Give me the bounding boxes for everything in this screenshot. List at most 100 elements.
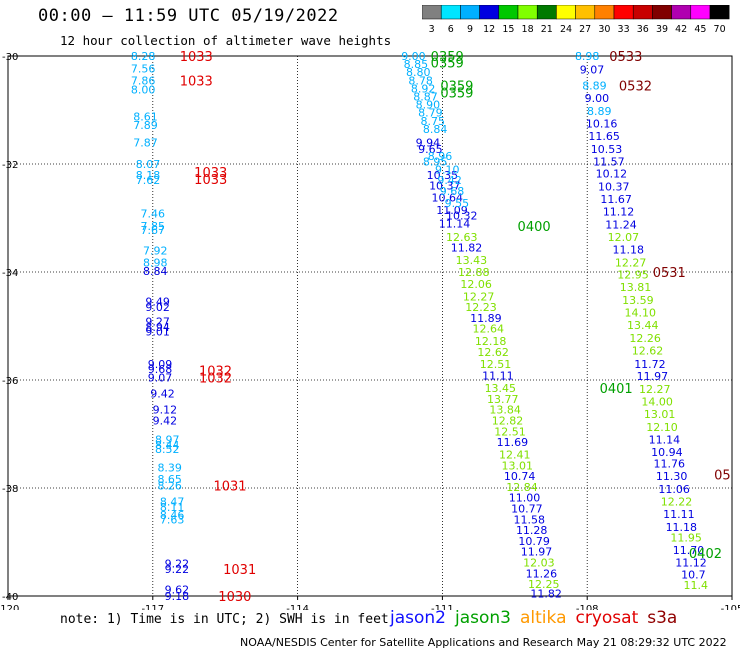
swh-value: 8.65	[157, 473, 182, 486]
satellite-legend: jason2 jason3 altika cryosat s3a	[390, 608, 686, 628]
swh-value: 9.09	[148, 358, 173, 371]
swh-value: 11.11	[482, 370, 514, 383]
swh-value: 8.44	[155, 439, 180, 452]
colorbar-tick-label: 24	[560, 24, 572, 35]
swh-value: 12.27	[639, 383, 671, 396]
swh-value: 7.62	[136, 174, 161, 187]
pass-time-label: 1033	[194, 173, 227, 188]
swh-value: 7.87	[133, 136, 158, 149]
swh-value: 7.67	[141, 224, 166, 237]
x-tick-label: -114	[286, 604, 309, 610]
colorbar-tick-label: 27	[579, 24, 591, 35]
swh-value: 9.42	[153, 415, 178, 428]
colorbar-tick-label: 70	[714, 24, 726, 35]
colorbar-tick-label: 21	[541, 24, 553, 35]
swh-value: 11.58	[514, 513, 546, 526]
swh-value: 12.18	[475, 335, 507, 348]
swh-value: 11.00	[509, 492, 541, 505]
swh-value: 14.10	[625, 307, 657, 320]
swh-value: 8.80	[406, 66, 431, 79]
y-tick-label: -32	[2, 160, 18, 171]
swh-value: 11.14	[649, 433, 681, 446]
swh-value: 8.84	[423, 123, 448, 136]
swh-value: 9.62	[165, 584, 190, 597]
swh-value: 11.26	[526, 567, 558, 580]
pass-time-label: 0532	[619, 80, 652, 95]
swh-value: 10.64	[431, 191, 463, 204]
swh-value: 12.51	[494, 425, 526, 438]
pass-time-label: 1033	[180, 50, 213, 65]
swh-value: 8.94	[145, 321, 170, 334]
colorbar-tick-label: 36	[637, 24, 649, 35]
colorbar-tick-label: 45	[694, 24, 706, 35]
swh-value: 12.26	[629, 332, 661, 345]
y-tick-label: -30	[2, 52, 18, 63]
legend-note: note: 1) Time is in UTC; 2) SWH is in fe…	[60, 612, 389, 627]
footer-credit: NOAA/NESDIS Center for Satellite Applica…	[240, 636, 727, 649]
swh-value: 8.85	[404, 58, 429, 71]
swh-value: 8.52	[155, 443, 180, 456]
colorbar-tick-label: 33	[618, 24, 630, 35]
swh-value: 8.11	[160, 501, 185, 514]
swh-value: 9.10	[435, 163, 460, 176]
swh-value: 7.86	[131, 74, 156, 87]
swh-value: 13.44	[627, 319, 659, 332]
pass-time-label: 1030	[218, 590, 251, 605]
pass-time-label: 05	[714, 469, 731, 484]
swh-value: 8.39	[157, 461, 182, 474]
swh-value: 11.82	[451, 242, 483, 255]
swh-value: 8.28	[131, 50, 156, 63]
x-tick-label: -120	[0, 604, 19, 610]
swh-value: 14.00	[641, 396, 673, 409]
pass-time-label: 1032	[199, 364, 232, 379]
pass-time-label: 0359	[440, 87, 473, 102]
swh-value: 12.62	[632, 344, 664, 357]
pass-time-label: 0359	[431, 56, 464, 71]
swh-value: 10.32	[446, 209, 478, 222]
swh-value: 9.68	[148, 363, 173, 376]
legend-jason2: jason2	[390, 608, 446, 628]
swh-value: 7.46	[141, 208, 166, 221]
swh-value: 8.00	[131, 83, 156, 96]
swh-value: 8.98	[575, 50, 600, 63]
swh-value: 12.63	[446, 231, 478, 244]
swh-value: 9.65	[418, 143, 443, 156]
swh-value: 8.47	[160, 496, 185, 509]
swh-value: 8.87	[413, 91, 438, 104]
swh-value: 10.35	[427, 169, 459, 182]
swh-value: 10.12	[596, 168, 628, 181]
swh-value: 11.70	[673, 544, 705, 557]
swh-value: 11.06	[658, 483, 690, 496]
swh-value: 12.88	[458, 266, 490, 279]
legend-jason3: jason3	[455, 608, 511, 628]
swh-value: 11.24	[605, 218, 637, 231]
swh-value: 12.95	[617, 269, 649, 282]
plot-frame	[7, 55, 733, 597]
swh-value: 12.84	[506, 481, 538, 494]
swh-value: 11.57	[593, 155, 625, 168]
swh-value: 11.4	[684, 579, 709, 592]
pass-time-label: 0402	[689, 547, 722, 562]
swh-value: 8.26	[157, 479, 182, 492]
pass-time-label: 1032	[199, 371, 232, 386]
swh-value: 13.59	[622, 294, 654, 307]
y-tick-label: -34	[2, 268, 18, 279]
swh-value: 7.63	[160, 513, 185, 526]
swh-value: 10.94	[651, 446, 683, 459]
swh-value: 11.30	[656, 470, 688, 483]
swh-value: 8.89	[587, 105, 612, 118]
x-tick-label: -105	[721, 604, 740, 610]
swh-value: 10.37	[429, 180, 461, 193]
swh-value: 9.00	[585, 92, 610, 105]
y-tick-label: -36	[2, 376, 18, 387]
swh-value: 8.89	[582, 80, 607, 93]
y-tick-label: -38	[2, 484, 18, 495]
swh-value: 9.01	[145, 325, 170, 338]
swh-value: 11.76	[654, 458, 686, 471]
pass-time-label: 1033	[194, 166, 227, 181]
swh-value: 12.62	[477, 346, 509, 359]
swh-value: 8.90	[416, 99, 441, 112]
swh-value: 9.42	[437, 174, 462, 187]
pass-time-label: 1031	[213, 479, 246, 494]
swh-value: 13.43	[456, 254, 488, 267]
